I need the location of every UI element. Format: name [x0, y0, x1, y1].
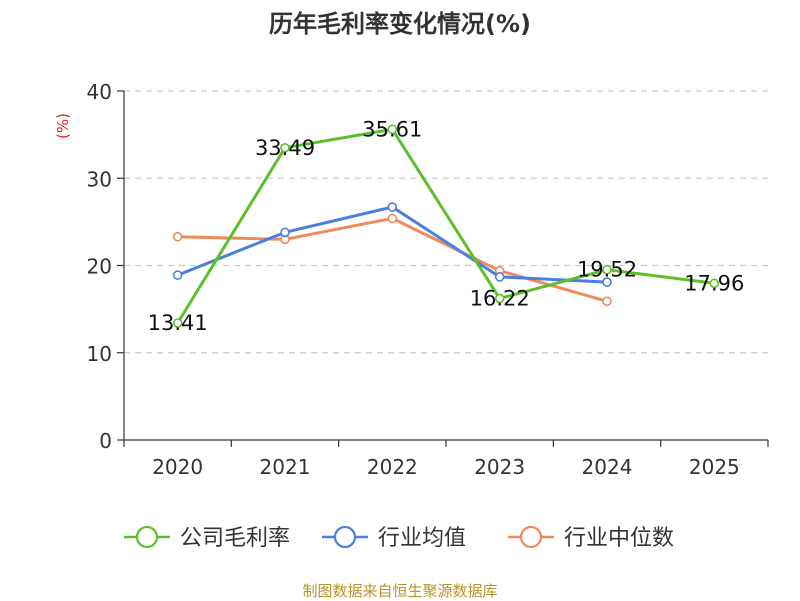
- x-tick-label: 2021: [260, 455, 311, 479]
- data-point: [387, 124, 398, 135]
- y-tick-label: 0: [99, 429, 112, 453]
- data-point: [494, 272, 505, 282]
- axes: 0 10 20 30 40 (%) 2020 2021 2022 2023 2024 2025: [54, 80, 769, 479]
- data-point: [602, 277, 612, 287]
- legend-label: 行业中位数: [564, 526, 674, 551]
- series-line: [177, 216, 608, 303]
- data-point: [387, 213, 398, 224]
- y-tick-label: 40: [87, 80, 112, 104]
- y-tick-label: 20: [87, 255, 112, 279]
- chart-title: 历年毛利率变化情况(%): [269, 10, 531, 38]
- series-lines: [172, 124, 720, 328]
- y-tick-label: 10: [87, 342, 112, 366]
- data-point: [602, 264, 612, 275]
- data-label: 35.61: [362, 117, 422, 141]
- y-tick-label: 30: [87, 167, 112, 191]
- data-point: [709, 278, 720, 289]
- data-point: [172, 318, 183, 328]
- legend-marker: [333, 525, 357, 549]
- legend-label: 公司毛利率: [180, 526, 290, 551]
- data-point: [280, 227, 290, 238]
- legend: 公司毛利率 行业均值 行业中位数: [124, 525, 674, 551]
- data-point: [280, 142, 290, 153]
- data-point: [494, 293, 505, 304]
- y-axis-label: (%): [54, 113, 72, 139]
- legend-marker: [135, 525, 159, 549]
- data-point: [387, 202, 398, 212]
- data-label: 13.41: [148, 311, 208, 335]
- legend-marker: [519, 525, 543, 549]
- data-label: 19.52: [577, 258, 637, 282]
- data-point: [172, 231, 183, 242]
- data-label: 17.96: [684, 271, 744, 295]
- source-note: 制图数据来自恒生聚源数据库: [302, 582, 498, 600]
- x-tick-label: 2020: [152, 455, 203, 479]
- data-point: [172, 270, 183, 280]
- x-tick-label: 2024: [582, 455, 633, 479]
- series-line: [176, 127, 715, 324]
- grid-lines: [124, 90, 768, 354]
- x-tick-label: 2023: [474, 455, 525, 479]
- legend-label: 行业均值: [378, 526, 466, 551]
- data-labels: 13.41 33.49 35.61 16.22 19.52 17.96: [148, 117, 745, 335]
- data-label: 16.22: [470, 286, 530, 310]
- data-point: [602, 296, 612, 307]
- x-tick-label: 2022: [367, 455, 418, 479]
- x-tick-label: 2025: [689, 455, 740, 479]
- data-label: 33.49: [255, 136, 315, 160]
